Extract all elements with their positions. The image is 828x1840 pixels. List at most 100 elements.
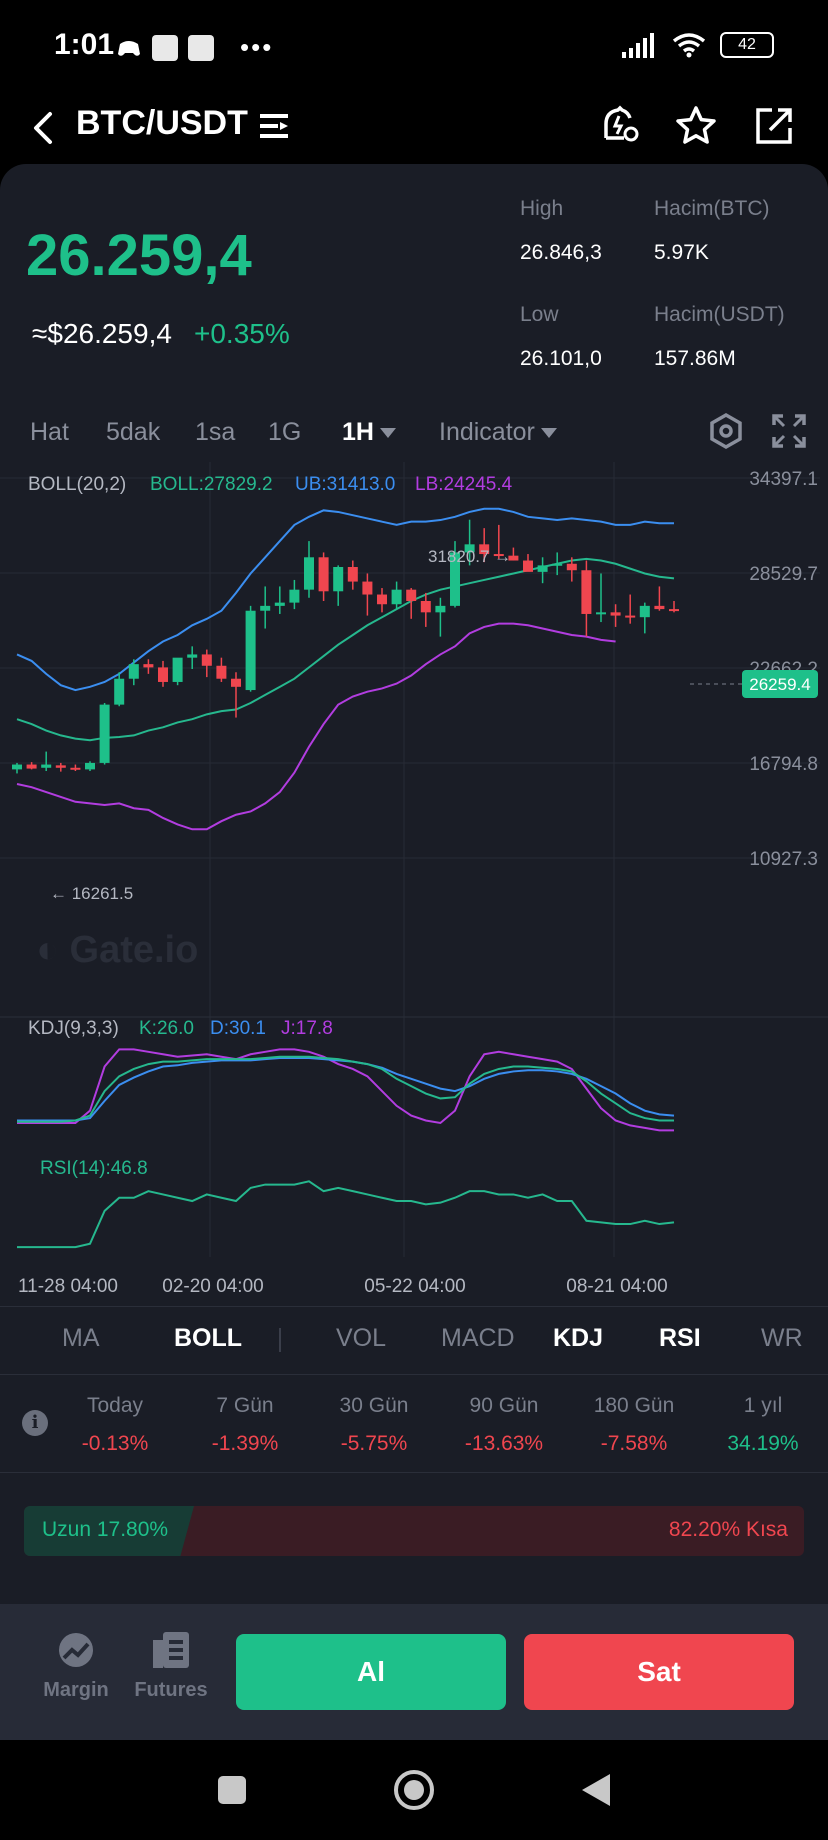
candle-body <box>654 605 665 610</box>
perf-label: 7 Gün <box>216 1394 274 1417</box>
candle <box>610 604 621 627</box>
low-label: Low <box>520 303 559 326</box>
boll-legend-ub: UB:31413.0 <box>295 474 395 495</box>
candle-body <box>216 665 227 679</box>
tab-1d[interactable]: 1G <box>268 418 302 446</box>
chart-settings-icon[interactable] <box>707 412 745 450</box>
candle <box>304 541 314 598</box>
candles <box>12 519 679 774</box>
top-nav: BTC/USDT <box>0 92 828 164</box>
battery-icon: 42 <box>720 32 774 58</box>
pair-title[interactable]: BTC/USDT <box>76 104 248 142</box>
back-arrow-icon[interactable] <box>26 108 62 148</box>
recent-apps-icon[interactable] <box>216 1774 248 1806</box>
price-alert-icon[interactable] <box>598 104 642 148</box>
pair-list-icon[interactable] <box>258 110 290 142</box>
candle-body <box>318 557 329 592</box>
price-chart[interactable]: ◐ Gate.io BOLL(20,2) BOLL:27829.2 UB:314… <box>0 462 828 1302</box>
candle-body <box>143 664 154 668</box>
tab-5min[interactable]: 5dak <box>106 418 161 446</box>
candle-body <box>187 654 198 658</box>
candle <box>201 649 212 678</box>
tab-vol[interactable]: VOL <box>336 1324 387 1352</box>
candle-body <box>201 654 212 666</box>
fullscreen-icon[interactable] <box>770 412 808 450</box>
candle <box>333 565 344 606</box>
candle-body <box>260 605 271 611</box>
tab-macd[interactable]: MACD <box>441 1324 515 1352</box>
kdj-lines <box>17 1048 675 1132</box>
indicator-tabs: MA BOLL VOL MACD KDJ RSI WR <box>0 1318 828 1362</box>
tab-rsi[interactable]: RSI <box>659 1324 701 1352</box>
candle-body <box>377 594 387 605</box>
perf-value: -13.63% <box>464 1432 544 1455</box>
info-icon[interactable]: i <box>22 1410 48 1436</box>
boll-lines <box>16 507 675 831</box>
candle <box>479 528 490 563</box>
favorite-star-icon[interactable] <box>674 104 718 148</box>
tab-separator <box>279 1328 281 1352</box>
buy-button[interactable]: Al <box>236 1634 506 1710</box>
perf-value: -5.75% <box>340 1432 408 1455</box>
low-value: 26.101,0 <box>520 347 602 370</box>
tab-kdj[interactable]: KDJ <box>553 1324 604 1352</box>
candle-body <box>552 563 563 566</box>
boll-legend-lb: LB:24245.4 <box>415 474 513 495</box>
perf-value: -1.39% <box>211 1432 279 1455</box>
candle <box>435 597 446 637</box>
indicator-dropdown[interactable]: Indicator <box>439 418 557 447</box>
candle-body <box>669 609 679 612</box>
futures-button[interactable]: Futures <box>131 1630 211 1702</box>
candle-body <box>464 544 475 553</box>
signal-icon <box>622 33 654 58</box>
chart-grid <box>0 462 828 1257</box>
game-controller-icon <box>118 40 140 56</box>
y-tick-label: 28529.7 <box>749 564 818 585</box>
app-notification-icon <box>152 34 178 61</box>
candle-body <box>245 610 256 691</box>
candle <box>274 586 285 614</box>
candle <box>391 581 402 610</box>
tab-boll[interactable]: BOLL <box>174 1324 243 1352</box>
candle <box>158 660 168 687</box>
tab-wr[interactable]: WR <box>761 1324 803 1352</box>
back-nav-icon[interactable] <box>580 1772 612 1808</box>
candle-body <box>274 602 285 606</box>
candle-body <box>639 605 650 618</box>
candle <box>99 703 110 765</box>
chevron-down-icon <box>379 428 396 439</box>
home-icon[interactable] <box>392 1768 436 1812</box>
candle-body <box>70 767 81 770</box>
divider <box>0 1374 828 1375</box>
short-ratio-label: 82.20% Kısa <box>668 1518 788 1541</box>
candle <box>187 646 198 670</box>
market-panel <box>0 164 828 1740</box>
y-tick-label: 10927.3 <box>749 849 818 870</box>
tab-1w[interactable]: 1H <box>342 418 396 447</box>
rsi-legend: RSI(14):46.8 <box>40 1158 148 1179</box>
tab-ma[interactable]: MA <box>62 1324 100 1352</box>
candle-body <box>362 581 373 595</box>
perf-90d: 90 Gün -13.63% <box>439 1394 569 1456</box>
candle <box>26 762 37 770</box>
candle <box>464 519 475 566</box>
watermark-logo: ◐ Gate.io <box>36 929 198 971</box>
x-tick-label: 11-28 04:00 <box>18 1276 118 1297</box>
perf-value: -7.58% <box>600 1432 668 1455</box>
candle-body <box>333 567 344 592</box>
candle-body <box>26 764 37 769</box>
share-icon[interactable] <box>752 104 796 148</box>
tab-1h[interactable]: 1sa <box>195 418 236 446</box>
perf-label: Today <box>86 1394 144 1417</box>
futures-label: Futures <box>134 1679 208 1701</box>
margin-button[interactable]: Margin <box>36 1630 116 1702</box>
status-time: 1:01 <box>54 28 115 61</box>
long-ratio-label: Uzun 17.80% <box>42 1518 169 1541</box>
kdj-k-line <box>17 1055 674 1123</box>
candle <box>625 594 636 624</box>
tab-line[interactable]: Hat <box>30 418 69 446</box>
candle <box>639 602 650 634</box>
candle-body <box>493 554 504 557</box>
sell-button[interactable]: Sat <box>524 1634 794 1710</box>
futures-icon <box>153 1632 189 1668</box>
